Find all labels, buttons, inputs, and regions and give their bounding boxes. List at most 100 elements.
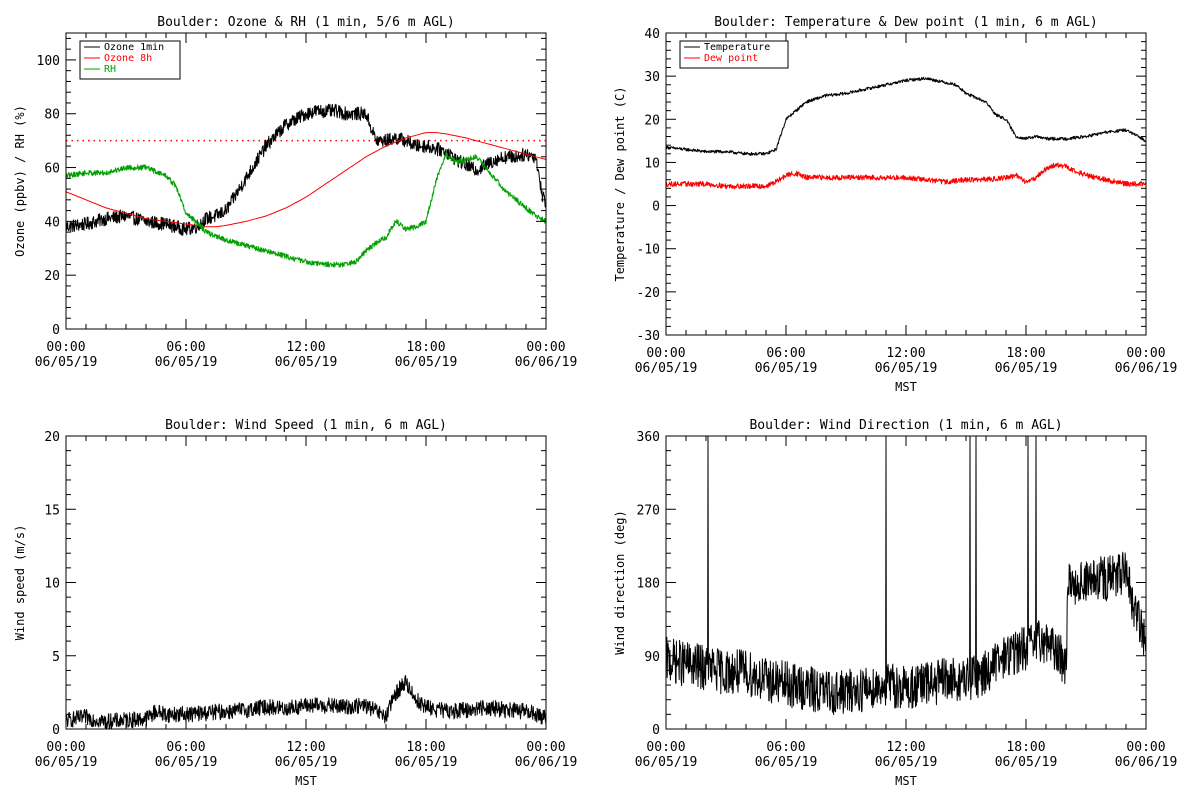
plot-area [66,103,546,268]
y-tick-label: 90 [644,650,660,665]
y-tick-label: 40 [44,215,60,230]
x-tick-label-date: 06/05/19 [755,755,818,770]
y-tick-label: 30 [644,70,660,85]
chart-title: Boulder: Temperature & Dew point (1 min,… [714,15,1098,30]
legend-entry: Ozone 1min [104,42,164,53]
x-tick-label-time: 12:00 [886,740,925,755]
legend-entry: RH [104,64,116,75]
y-tick-label: 15 [44,503,60,518]
y-axis-label: Wind direction (deg) [613,510,627,655]
y-tick-label: 5 [52,650,60,665]
y-tick-label: 0 [52,723,60,738]
x-tick-label-date: 06/05/19 [155,355,218,370]
y-tick-label: 10 [44,577,60,592]
x-tick-label-time: 00:00 [646,740,685,755]
x-tick-label-time: 00:00 [46,340,85,355]
series-line-ozone-8h [66,132,546,228]
y-tick-label: 10 [644,156,660,171]
y-tick-label: -10 [637,243,660,258]
x-tick-label-date: 06/05/19 [275,755,338,770]
y-tick-label: 0 [652,723,660,738]
x-tick-label-time: 18:00 [1006,740,1045,755]
x-tick-label-date: 06/05/19 [875,361,938,376]
legend-entry: Dew point [704,53,758,64]
x-tick-label-time: 00:00 [1126,346,1165,361]
chart-title: Boulder: Wind Direction (1 min, 6 m AGL) [749,418,1062,433]
y-tick-label: -20 [637,286,660,301]
chart-title: Boulder: Ozone & RH (1 min, 5/6 m AGL) [157,15,454,30]
x-tick-label-time: 06:00 [766,740,805,755]
plot-area [66,675,546,729]
plot-area [666,436,1146,715]
legend-entry: Ozone 8h [104,53,152,64]
x-tick-label-time: 00:00 [526,340,565,355]
x-tick-label-time: 18:00 [1006,346,1045,361]
x-axis-label: MST [895,774,917,788]
y-axis-label: Ozone (ppbv) / RH (%) [13,105,27,257]
y-tick-label: 40 [644,27,660,42]
plot-frame [65,435,547,730]
x-tick-label-date: 06/05/19 [755,361,818,376]
x-axis-label: MST [295,774,317,788]
y-axis-label: Temperature / Dew point (C) [613,86,627,281]
x-tick-label-date: 06/05/19 [35,355,98,370]
y-tick-label: -30 [637,329,660,344]
x-tick-label-time: 06:00 [166,740,205,755]
x-tick-label-date: 06/06/19 [1115,755,1178,770]
x-tick-label-date: 06/05/19 [155,755,218,770]
y-tick-label: 0 [52,323,60,338]
y-tick-label: 60 [44,162,60,177]
x-tick-label-time: 06:00 [766,346,805,361]
x-tick-label-date: 06/05/19 [635,755,698,770]
y-tick-label: 20 [44,269,60,284]
y-tick-label: 20 [644,113,660,128]
x-tick-label-time: 12:00 [286,740,325,755]
x-tick-label-date: 06/06/19 [515,755,578,770]
y-axis-label: Wind speed (m/s) [13,525,27,641]
series-line-dew-point [666,162,1146,190]
x-tick-label-time: 00:00 [46,740,85,755]
chart-panel-4: Boulder: Wind Direction (1 min, 6 m AGL)… [613,418,1177,788]
plot-area [666,76,1146,190]
x-tick-label-date: 06/05/19 [635,361,698,376]
y-tick-label: 270 [637,503,660,518]
y-tick-label: 20 [44,430,60,445]
chart-title: Boulder: Wind Speed (1 min, 6 m AGL) [165,418,447,433]
x-tick-label-time: 00:00 [1126,740,1165,755]
x-tick-label-time: 00:00 [646,346,685,361]
x-tick-label-date: 06/05/19 [995,755,1058,770]
x-tick-label-date: 06/06/19 [515,355,578,370]
x-tick-label-time: 18:00 [406,340,445,355]
series-line-1 [666,436,1146,715]
x-tick-label-date: 06/05/19 [35,755,98,770]
chart-panel-1: Boulder: Ozone & RH (1 min, 5/6 m AGL) Oz… [13,15,577,370]
x-tick-label-time: 18:00 [406,740,445,755]
x-tick-label-time: 12:00 [286,340,325,355]
x-tick-label-date: 06/05/19 [395,755,458,770]
x-tick-label-time: 12:00 [886,346,925,361]
y-tick-label: 180 [637,577,660,592]
x-axis-label: MST [895,380,917,394]
chart-panel-3: Boulder: Wind Speed (1 min, 6 m AGL) Wind… [13,418,577,788]
series-line-ozone-1min [66,103,546,236]
y-tick-label: 80 [44,108,60,123]
series-line-1 [66,675,546,729]
legend-box [679,40,789,69]
x-tick-label-date: 06/06/19 [1115,361,1178,376]
x-tick-label-time: 00:00 [526,740,565,755]
x-tick-label-date: 06/05/19 [395,355,458,370]
x-tick-label-date: 06/05/19 [275,355,338,370]
y-tick-label: 0 [652,200,660,215]
series-line-temperature [666,76,1146,156]
x-tick-label-time: 06:00 [166,340,205,355]
chart-panel-2: Boulder: Temperature & Dew point (1 min,… [613,15,1177,394]
y-tick-label: 100 [37,54,60,69]
x-tick-label-date: 06/05/19 [875,755,938,770]
x-tick-label-date: 06/05/19 [995,361,1058,376]
legend-entry: Temperature [704,42,770,53]
series-line-rh [66,152,546,268]
y-tick-label: 360 [637,430,660,445]
